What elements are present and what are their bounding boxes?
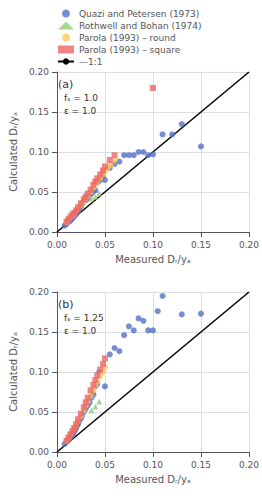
svg-text:Parola (1993) – round: Parola (1993) – round [79,33,176,43]
svg-text:ε = 1.0: ε = 1.0 [64,106,97,116]
svg-text:0.10: 0.10 [143,240,163,250]
svg-text:Calculated Dᵣ/yₐ: Calculated Dᵣ/yₐ [8,332,19,412]
svg-text:0.20: 0.20 [239,240,259,250]
svg-text:0.10: 0.10 [29,367,49,377]
svg-text:0.15: 0.15 [191,460,211,470]
svg-text:Measured Dᵣ/yₐ: Measured Dᵣ/yₐ [115,254,191,265]
svg-text:(a): (a) [58,78,73,91]
svg-text:0.15: 0.15 [29,327,49,337]
svg-text:0.00: 0.00 [29,447,49,457]
svg-text:fₛ = 1.0: fₛ = 1.0 [64,93,98,103]
svg-text:0.05: 0.05 [29,187,49,197]
svg-text:(b): (b) [58,298,74,311]
svg-text:0.05: 0.05 [29,407,49,417]
svg-text:—1:1: —1:1 [79,57,102,67]
svg-text:0.20: 0.20 [239,460,259,470]
svg-text:0.00: 0.00 [47,460,67,470]
svg-text:0.20: 0.20 [29,67,49,77]
svg-text:0.00: 0.00 [47,240,67,250]
svg-text:0.00: 0.00 [29,227,49,237]
svg-text:0.15: 0.15 [29,107,49,117]
svg-text:Quazi and Petersen (1973): Quazi and Petersen (1973) [79,9,199,19]
svg-text:Rothwell and Bohan (1974): Rothwell and Bohan (1974) [79,21,202,31]
svg-text:fₛ = 1.25: fₛ = 1.25 [64,313,104,323]
svg-text:0.10: 0.10 [29,147,49,157]
svg-text:Calculated Dᵣ/yₐ: Calculated Dᵣ/yₐ [8,112,19,192]
svg-text:0.20: 0.20 [29,287,49,297]
svg-text:ε = 1.0: ε = 1.0 [64,326,97,336]
svg-text:Parola (1993) – square: Parola (1993) – square [79,45,181,55]
svg-text:0.05: 0.05 [95,240,115,250]
svg-text:0.10: 0.10 [143,460,163,470]
svg-text:0.05: 0.05 [95,460,115,470]
svg-text:0.15: 0.15 [191,240,211,250]
svg-text:Measured Dᵣ/yₐ: Measured Dᵣ/yₐ [115,474,191,485]
